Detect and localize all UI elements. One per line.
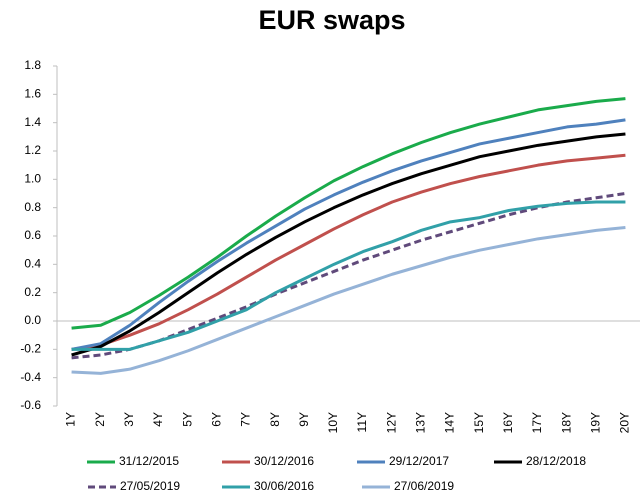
x-tick-label: 16Y <box>501 412 515 433</box>
x-tick-label: 18Y <box>559 412 573 433</box>
series-line <box>71 226 626 375</box>
legend-label: 27/05/2019 <box>120 479 180 493</box>
x-tick-label: 15Y <box>472 412 486 433</box>
y-tick-label: 1.2 <box>24 143 41 157</box>
y-tick-label: 1.0 <box>24 172 41 186</box>
series-line <box>71 192 626 360</box>
y-tick-label: 0.4 <box>24 257 41 271</box>
series-line <box>71 132 626 357</box>
y-tick-label: 1.6 <box>24 87 41 101</box>
series-line <box>71 118 626 351</box>
y-tick-label: 1.4 <box>24 115 41 129</box>
y-tick-label: -0.2 <box>20 342 41 356</box>
x-tick-label: 19Y <box>588 412 602 433</box>
legend-label: 29/12/2017 <box>389 454 449 468</box>
x-tick-label: 11Y <box>355 412 369 432</box>
x-tick-label: 5Y <box>180 412 194 427</box>
legend-label: 30/06/2016 <box>254 479 314 493</box>
series-line <box>71 97 626 330</box>
y-tick-label: -0.4 <box>20 370 41 384</box>
y-tick-label: 0.8 <box>24 200 41 214</box>
legend-label: 27/06/2019 <box>394 479 454 493</box>
x-tick-label: 17Y <box>530 412 544 433</box>
x-tick-label: 3Y <box>122 412 136 427</box>
x-tick-label: 6Y <box>209 412 223 427</box>
x-tick-label: 2Y <box>93 412 107 427</box>
y-tick-label: -0.6 <box>20 398 41 412</box>
x-tick-label: 13Y <box>414 412 428 433</box>
x-tick-label: 1Y <box>64 412 78 427</box>
series-line <box>71 153 626 351</box>
x-tick-label: 14Y <box>443 412 457 433</box>
legend-label: 31/12/2015 <box>119 454 179 468</box>
y-tick-label: 0.0 <box>24 313 41 327</box>
chart-title: EUR swaps <box>258 5 405 35</box>
y-tick-label: 0.6 <box>24 228 41 242</box>
y-tick-label: 0.2 <box>24 285 41 299</box>
x-tick-label: 8Y <box>268 412 282 427</box>
y-tick-label: 1.8 <box>24 58 41 72</box>
x-tick-label: 9Y <box>297 412 311 427</box>
legend-label: 30/12/2016 <box>254 454 314 468</box>
x-tick-label: 20Y <box>618 412 632 433</box>
x-tick-label: 7Y <box>239 412 253 427</box>
x-tick-label: 10Y <box>326 412 340 433</box>
legend-label: 28/12/2018 <box>526 454 586 468</box>
series-line <box>71 200 626 351</box>
x-tick-label: 4Y <box>151 412 165 427</box>
x-tick-label: 12Y <box>384 412 398 433</box>
